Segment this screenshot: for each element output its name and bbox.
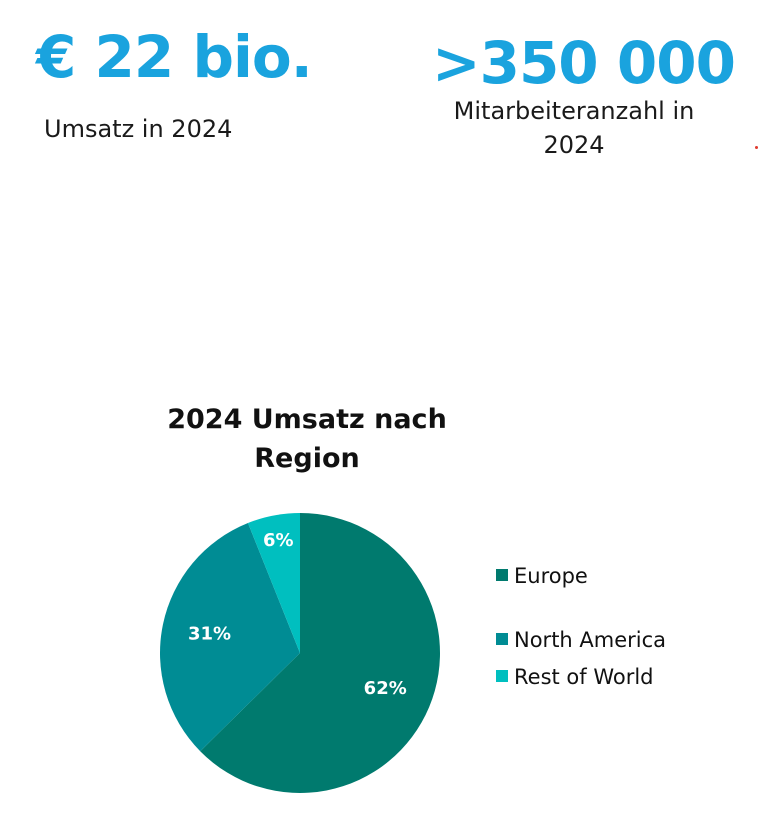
revenue-value: € 22 bio. [36,23,313,91]
pie-label-rest-of-world: 6% [263,530,294,551]
legend-item-north-america: North America [496,626,696,654]
pie-label-europe: 62% [364,678,407,699]
legend-label-europe: Europe [514,564,588,588]
pie-slice-north-america [160,523,300,752]
pie-slice-europe [200,513,440,793]
legend-label-rest-of-world: Rest of World [514,665,654,689]
chart-title: 2024 Umsatz nach Region [167,404,447,474]
employee-count-label: Mitarbeiteranzahl in 2024 [453,97,695,159]
legend-item-europe: Europe [496,562,696,590]
legend-item-rest-of-world: Rest of World [496,663,696,691]
legend-label-north-america: North America [514,628,667,652]
pie-slice-rest-of-world [247,513,300,653]
legend-swatch-rest-of-world [496,670,508,682]
employee-count-value: >350 000 [432,29,736,97]
revenue-label: Umsatz in 2024 [44,115,233,143]
chart-legend: Europe North America Rest of World [496,562,696,691]
pie-label-north-america: 31% [188,624,231,645]
legend-swatch-europe [496,569,508,581]
decorative-dot [755,146,758,149]
legend-swatch-north-america [496,633,508,645]
